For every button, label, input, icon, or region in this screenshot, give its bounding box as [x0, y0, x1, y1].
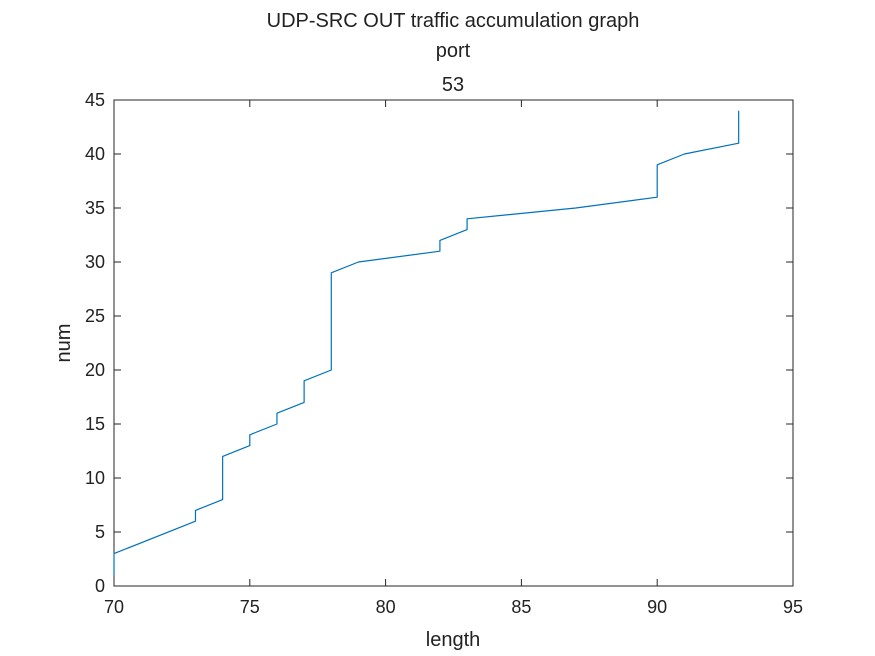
y-tick-label: 40 [85, 144, 105, 164]
x-tick-label: 70 [104, 597, 124, 617]
y-tick-label: 45 [85, 90, 105, 110]
plot-area [113, 99, 794, 587]
chart-title-line-2: port [436, 40, 471, 62]
y-tick-label: 10 [85, 468, 105, 488]
y-axis-label: num [53, 324, 75, 363]
x-tick-label: 90 [647, 597, 667, 617]
y-axis-ticks: 0 5 10 15 20 25 30 35 40 45 [85, 90, 793, 596]
x-axis-label: length [426, 629, 481, 651]
y-tick-label: 25 [85, 306, 105, 326]
x-axis-ticks: 70 75 80 85 90 95 [104, 100, 803, 617]
x-tick-label: 80 [376, 597, 396, 617]
series-layer [113, 110, 740, 576]
chart-title-line-1: UDP-SRC OUT traffic accumulation graph [267, 10, 640, 32]
y-tick-label: 20 [85, 360, 105, 380]
y-tick-label: 15 [85, 414, 105, 434]
chart-title-line-3: 53 [442, 74, 464, 96]
y-tick-label: 30 [85, 252, 105, 272]
y-tick-label: 35 [85, 198, 105, 218]
x-tick-label: 95 [783, 597, 803, 617]
x-tick-label: 75 [240, 597, 260, 617]
y-tick-label: 0 [95, 576, 105, 596]
x-tick-label: 85 [511, 597, 531, 617]
series-line [113, 110, 740, 576]
y-tick-label: 5 [95, 522, 105, 542]
